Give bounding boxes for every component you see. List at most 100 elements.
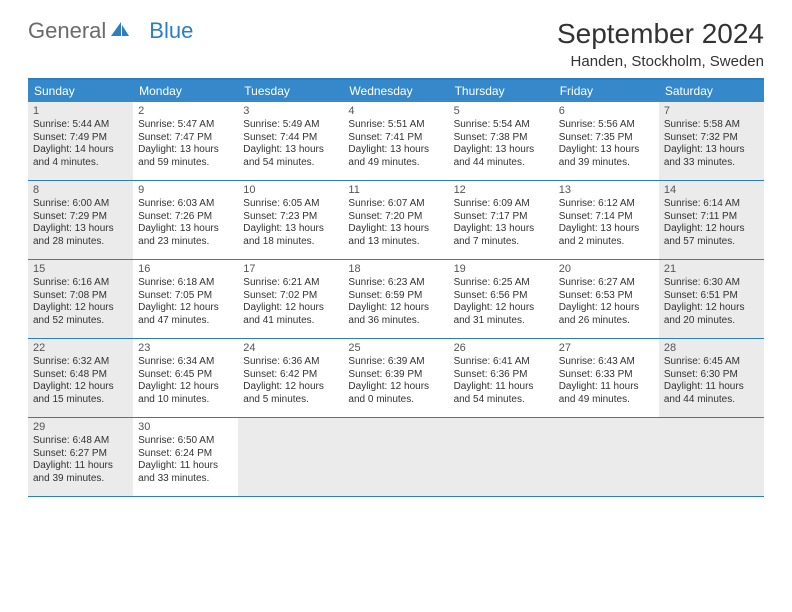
day-info: Sunrise: 6:00 AMSunset: 7:29 PMDaylight:… [33, 198, 128, 248]
day-number: 22 [33, 342, 128, 354]
calendar-page: General Blue September 2024 Handen, Stoc… [0, 0, 792, 515]
week-row: 8Sunrise: 6:00 AMSunset: 7:29 PMDaylight… [28, 181, 764, 260]
day-cell: 10 Sunrise: 6:05 AMSunset: 7:23 PMDayligh… [238, 181, 343, 259]
day-info: Sunrise: 6:25 AMSunset: 6:56 PMDaylight:… [454, 277, 549, 327]
day-cell: 12 Sunrise: 6:09 AMSunset: 7:17 PMDayligh… [449, 181, 554, 259]
day-number: 19 [454, 263, 549, 275]
day-info: Sunrise: 5:44 AMSunset: 7:49 PMDaylight:… [33, 119, 128, 169]
weekday-header: Tuesday [238, 80, 343, 102]
day-number: 13 [559, 184, 654, 196]
day-number: 25 [348, 342, 443, 354]
day-number: 5 [454, 105, 549, 117]
day-number: 26 [454, 342, 549, 354]
day-info: Sunrise: 6:07 AMSunset: 7:20 PMDaylight:… [348, 198, 443, 248]
day-number: 15 [33, 263, 128, 275]
week-row: 29Sunrise: 6:48 AMSunset: 6:27 PMDayligh… [28, 418, 764, 497]
day-info: Sunrise: 6:43 AMSunset: 6:33 PMDaylight:… [559, 356, 654, 406]
day-info: Sunrise: 6:12 AMSunset: 7:14 PMDaylight:… [559, 198, 654, 248]
day-number: 17 [243, 263, 338, 275]
day-number: 16 [138, 263, 233, 275]
day-info: Sunrise: 6:18 AMSunset: 7:05 PMDaylight:… [138, 277, 233, 327]
day-number: 21 [664, 263, 759, 275]
calendar-grid: SundayMondayTuesdayWednesdayThursdayFrid… [28, 78, 764, 497]
day-cell: 3 Sunrise: 5:49 AMSunset: 7:44 PMDaylight… [238, 102, 343, 180]
weekday-header: Friday [554, 80, 659, 102]
day-cell: 11 Sunrise: 6:07 AMSunset: 7:20 PMDayligh… [343, 181, 448, 259]
day-number: 27 [559, 342, 654, 354]
day-number: 12 [454, 184, 549, 196]
month-title: September 2024 [557, 18, 764, 50]
title-block: September 2024 Handen, Stockholm, Sweden [557, 18, 764, 70]
day-number: 11 [348, 184, 443, 196]
day-info: Sunrise: 5:54 AMSunset: 7:38 PMDaylight:… [454, 119, 549, 169]
day-cell: 22 Sunrise: 6:32 AMSunset: 6:48 PMDayligh… [28, 339, 133, 417]
weeks-container: 1 Sunrise: 5:44 AMSunset: 7:49 PMDaylight… [28, 102, 764, 497]
brand-logo: General Blue [28, 18, 193, 44]
brand-part1: General [28, 18, 106, 44]
day-info: Sunrise: 6:23 AMSunset: 6:59 PMDaylight:… [348, 277, 443, 327]
day-info: Sunrise: 5:56 AMSunset: 7:35 PMDaylight:… [559, 119, 654, 169]
brand-part2: Blue [149, 18, 193, 44]
day-cell: 13 Sunrise: 6:12 AMSunset: 7:14 PMDayligh… [554, 181, 659, 259]
day-cell: 4Sunrise: 5:51 AMSunset: 7:41 PMDaylight… [343, 102, 448, 180]
day-info: Sunrise: 6:21 AMSunset: 7:02 PMDaylight:… [243, 277, 338, 327]
empty-cell [554, 418, 659, 496]
weekday-header: Saturday [659, 80, 764, 102]
day-cell: 15Sunrise: 6:16 AMSunset: 7:08 PMDayligh… [28, 260, 133, 338]
week-row: 1 Sunrise: 5:44 AMSunset: 7:49 PMDaylight… [28, 102, 764, 181]
empty-cell [343, 418, 448, 496]
day-number: 10 [243, 184, 338, 196]
empty-cell [449, 418, 554, 496]
day-number: 2 [138, 105, 233, 117]
day-info: Sunrise: 6:39 AMSunset: 6:39 PMDaylight:… [348, 356, 443, 406]
day-cell: 21 Sunrise: 6:30 AMSunset: 6:51 PMDayligh… [659, 260, 764, 338]
day-number: 3 [243, 105, 338, 117]
day-cell: 27 Sunrise: 6:43 AMSunset: 6:33 PMDayligh… [554, 339, 659, 417]
day-number: 28 [664, 342, 759, 354]
day-cell: 14Sunrise: 6:14 AMSunset: 7:11 PMDayligh… [659, 181, 764, 259]
day-number: 18 [348, 263, 443, 275]
day-cell: 1 Sunrise: 5:44 AMSunset: 7:49 PMDaylight… [28, 102, 133, 180]
day-number: 1 [33, 105, 128, 117]
page-header: General Blue September 2024 Handen, Stoc… [28, 18, 764, 70]
day-cell: 24 Sunrise: 6:36 AMSunset: 6:42 PMDayligh… [238, 339, 343, 417]
day-number: 4 [348, 105, 443, 117]
day-info: Sunrise: 6:03 AMSunset: 7:26 PMDaylight:… [138, 198, 233, 248]
day-cell: 19 Sunrise: 6:25 AMSunset: 6:56 PMDayligh… [449, 260, 554, 338]
day-cell: 26 Sunrise: 6:41 AMSunset: 6:36 PMDayligh… [449, 339, 554, 417]
day-info: Sunrise: 6:36 AMSunset: 6:42 PMDaylight:… [243, 356, 338, 406]
day-info: Sunrise: 6:09 AMSunset: 7:17 PMDaylight:… [454, 198, 549, 248]
day-info: Sunrise: 5:47 AMSunset: 7:47 PMDaylight:… [138, 119, 233, 169]
week-row: 15Sunrise: 6:16 AMSunset: 7:08 PMDayligh… [28, 260, 764, 339]
day-number: 24 [243, 342, 338, 354]
empty-cell [238, 418, 343, 496]
day-cell: 20 Sunrise: 6:27 AMSunset: 6:53 PMDayligh… [554, 260, 659, 338]
day-number: 9 [138, 184, 233, 196]
day-number: 7 [664, 105, 759, 117]
day-info: Sunrise: 6:50 AMSunset: 6:24 PMDaylight:… [138, 435, 233, 485]
day-info: Sunrise: 5:49 AMSunset: 7:44 PMDaylight:… [243, 119, 338, 169]
day-cell: 23Sunrise: 6:34 AMSunset: 6:45 PMDayligh… [133, 339, 238, 417]
weekday-header: Sunday [28, 80, 133, 102]
day-cell: 25 Sunrise: 6:39 AMSunset: 6:39 PMDayligh… [343, 339, 448, 417]
day-info: Sunrise: 6:45 AMSunset: 6:30 PMDaylight:… [664, 356, 759, 406]
week-row: 22 Sunrise: 6:32 AMSunset: 6:48 PMDayligh… [28, 339, 764, 418]
day-info: Sunrise: 6:34 AMSunset: 6:45 PMDaylight:… [138, 356, 233, 406]
day-info: Sunrise: 6:48 AMSunset: 6:27 PMDaylight:… [33, 435, 128, 485]
day-number: 20 [559, 263, 654, 275]
weekday-header: Thursday [449, 80, 554, 102]
day-info: Sunrise: 6:41 AMSunset: 6:36 PMDaylight:… [454, 356, 549, 406]
day-info: Sunrise: 6:27 AMSunset: 6:53 PMDaylight:… [559, 277, 654, 327]
day-number: 6 [559, 105, 654, 117]
weekday-header: Wednesday [343, 80, 448, 102]
day-number: 30 [138, 421, 233, 433]
day-info: Sunrise: 6:32 AMSunset: 6:48 PMDaylight:… [33, 356, 128, 406]
day-cell: 7Sunrise: 5:58 AMSunset: 7:32 PMDaylight… [659, 102, 764, 180]
day-info: Sunrise: 6:30 AMSunset: 6:51 PMDaylight:… [664, 277, 759, 327]
day-cell: 9 Sunrise: 6:03 AMSunset: 7:26 PMDaylight… [133, 181, 238, 259]
day-cell: 16 Sunrise: 6:18 AMSunset: 7:05 PMDayligh… [133, 260, 238, 338]
day-info: Sunrise: 6:05 AMSunset: 7:23 PMDaylight:… [243, 198, 338, 248]
weekday-header-row: SundayMondayTuesdayWednesdayThursdayFrid… [28, 80, 764, 102]
weekday-header: Monday [133, 80, 238, 102]
day-cell: 6 Sunrise: 5:56 AMSunset: 7:35 PMDaylight… [554, 102, 659, 180]
